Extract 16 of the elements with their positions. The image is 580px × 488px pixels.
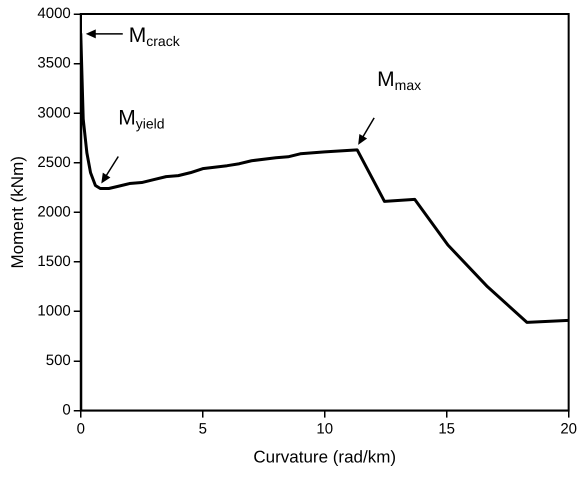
y-axis-title: Moment (kNm) <box>8 156 27 269</box>
y-tick-label: 3000 <box>37 104 71 122</box>
y-tick-label: 500 <box>46 352 71 370</box>
x-tick-label: 20 <box>560 420 577 438</box>
y-tick-label: 1500 <box>37 253 71 270</box>
y-tick-label: 3500 <box>37 54 71 72</box>
y-tick-label: 1000 <box>37 302 71 320</box>
y-tick-label: 0 <box>62 402 71 419</box>
y-tick-label: 2500 <box>37 154 71 171</box>
y-tick-label: 4000 <box>37 5 71 22</box>
x-tick-label: 0 <box>76 420 85 438</box>
x-tick-label: 10 <box>316 420 334 438</box>
x-tick-label: 5 <box>198 420 207 438</box>
x-tick-label: 15 <box>438 420 456 438</box>
x-axis-title: Curvature (rad/km) <box>253 447 396 466</box>
y-tick-label: 2000 <box>37 203 71 220</box>
